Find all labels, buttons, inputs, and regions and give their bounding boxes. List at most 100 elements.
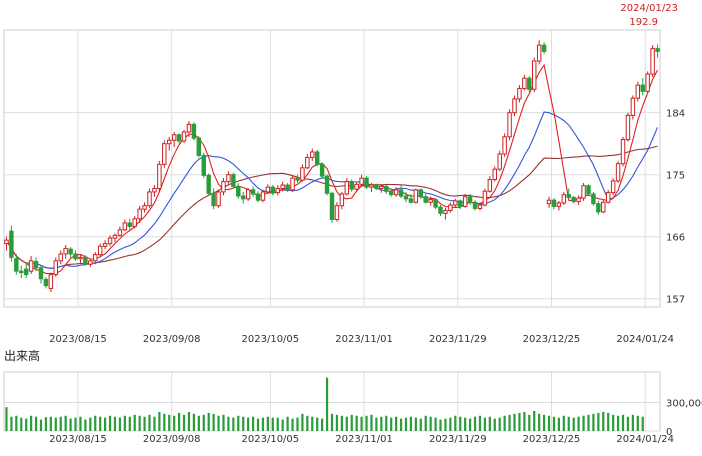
candle-body xyxy=(413,189,419,203)
candle-body xyxy=(477,204,483,209)
candle-body xyxy=(280,184,285,189)
volume-bar xyxy=(626,416,630,431)
volume-bar xyxy=(44,417,48,431)
volume-bar xyxy=(390,417,393,431)
price-frame xyxy=(3,29,661,308)
volume-bar xyxy=(597,412,600,431)
volume-bar xyxy=(513,413,516,431)
candle-body xyxy=(596,203,601,213)
candle-body xyxy=(171,134,177,141)
volume-bar xyxy=(508,414,511,431)
volume-bar xyxy=(444,418,447,431)
volume-bar xyxy=(187,411,191,431)
candle-body xyxy=(482,190,488,206)
candle-body xyxy=(546,199,552,205)
volume-bar xyxy=(641,416,644,431)
volume-bar xyxy=(454,415,457,431)
volume-bar xyxy=(237,415,240,431)
volume-bar xyxy=(602,411,605,431)
candle-body xyxy=(615,163,621,182)
price-tick-label: 157 xyxy=(666,295,685,306)
candle-body xyxy=(561,194,567,204)
candle-body xyxy=(324,175,330,194)
candle-body xyxy=(393,189,399,196)
candle-body xyxy=(472,201,478,209)
candle-body xyxy=(453,200,458,206)
price-x-tick-label: 2024/01/24 xyxy=(616,334,674,345)
candle-body xyxy=(635,84,641,99)
candle-body xyxy=(83,256,88,265)
volume-bar xyxy=(138,415,141,431)
volume-bar xyxy=(483,417,487,431)
ma-long-line xyxy=(6,145,658,269)
volume-bar xyxy=(123,415,126,431)
candle-body xyxy=(162,143,167,165)
candle-body xyxy=(462,196,468,207)
candle-body xyxy=(531,60,537,90)
volume-bar xyxy=(429,416,432,431)
candle-body xyxy=(586,185,591,195)
candle-body xyxy=(556,202,562,207)
volume-bar xyxy=(582,415,585,431)
candle-body xyxy=(68,248,73,255)
volume-bar xyxy=(84,419,87,431)
candle-body xyxy=(601,201,606,213)
candle-body xyxy=(107,237,113,245)
candle-body xyxy=(502,136,507,155)
volume-bar xyxy=(108,415,112,431)
volume-bar xyxy=(192,413,196,431)
candle-body xyxy=(497,153,502,170)
volume-bar xyxy=(20,417,23,431)
candle-body xyxy=(265,186,271,193)
volume-bar xyxy=(542,414,546,431)
candle-body xyxy=(295,177,300,181)
candle-body xyxy=(610,180,616,194)
volume-bar xyxy=(567,416,570,431)
candle-body xyxy=(23,268,29,276)
volume-bar xyxy=(89,417,92,431)
candle-body xyxy=(206,174,211,194)
volume-bar xyxy=(616,415,620,431)
volume-bar xyxy=(104,417,107,431)
candle-body xyxy=(19,270,24,274)
volume-bar xyxy=(301,413,304,431)
candle-body xyxy=(334,205,340,220)
candle-body xyxy=(388,190,394,196)
volume-bar xyxy=(533,411,536,431)
last-value-label: 192.9 xyxy=(629,17,658,28)
volume-bar xyxy=(291,418,294,431)
candle-body xyxy=(157,163,162,189)
candle-body xyxy=(522,77,527,90)
volume-bar xyxy=(34,416,38,431)
price-x-tick-label: 2023/08/15 xyxy=(49,334,107,345)
volume-bar xyxy=(409,416,413,431)
candle-body xyxy=(226,174,231,183)
candle-body xyxy=(551,199,557,207)
last-price-marker: 2024/01/23 192.9 xyxy=(620,3,678,28)
volume-bar xyxy=(163,413,166,431)
candle-body xyxy=(236,185,241,197)
candle-body xyxy=(408,198,414,203)
volume-bar xyxy=(365,415,368,431)
candle-body xyxy=(527,77,532,90)
volume-bar xyxy=(271,417,274,431)
volume-x-tick-label: 2023/08/15 xyxy=(49,434,107,445)
volume-bar xyxy=(59,416,62,431)
volume-bar xyxy=(404,417,408,431)
candle-body xyxy=(240,195,246,200)
price-axis: 157 166 175 184 xyxy=(666,109,685,306)
candle-body xyxy=(630,97,636,116)
candle-body xyxy=(364,177,369,188)
candle-body xyxy=(329,192,335,220)
price-x-tick-label: 2023/10/05 xyxy=(242,334,300,345)
candle-body xyxy=(640,84,645,92)
candle-body xyxy=(448,204,453,212)
volume-bar xyxy=(587,414,590,431)
candle-body xyxy=(97,245,103,256)
candle-body xyxy=(458,200,463,207)
volume-bar xyxy=(375,417,378,431)
candle-body xyxy=(300,167,305,181)
candle-body xyxy=(379,185,384,189)
volume-bar xyxy=(493,418,496,431)
price-grid xyxy=(3,29,661,308)
